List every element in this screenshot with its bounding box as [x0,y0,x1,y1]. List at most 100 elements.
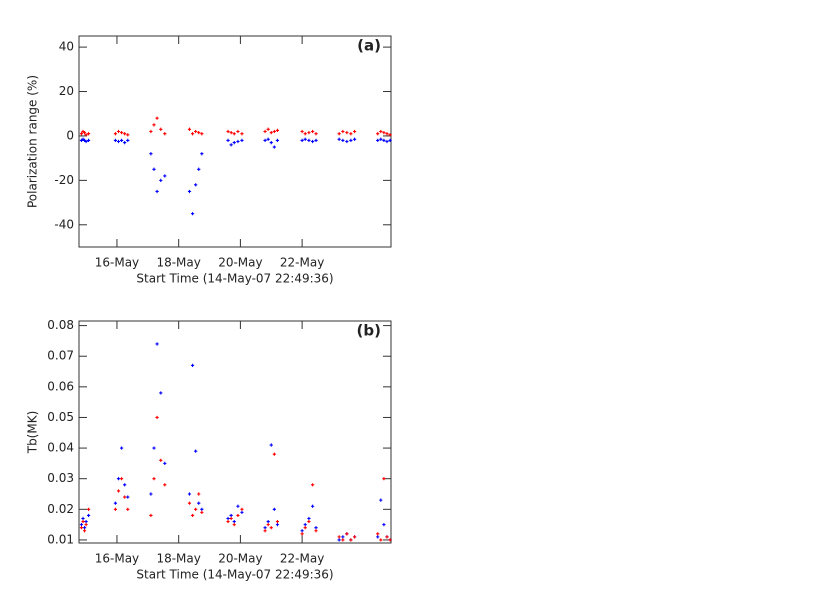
data-point [385,139,389,144]
data-point [300,529,304,533]
data-point [345,532,349,536]
data-point [263,129,267,134]
data-point [376,132,380,136]
data-point [337,538,341,542]
y-tick-label: 0.07 [47,349,74,363]
data-point [307,138,311,142]
data-point [232,519,236,524]
data-point [163,174,167,178]
data-point [113,501,118,505]
data-point [352,129,357,134]
data-point [311,129,315,134]
data-point [240,132,244,136]
data-point [200,507,204,511]
data-point [240,507,244,511]
data-point [155,116,159,120]
data-point [155,342,159,346]
data-point [86,507,91,511]
data-point [116,477,121,481]
y-tick-label: 0.05 [47,410,74,424]
y-tick-label: 0.03 [47,471,74,485]
x-tick-label: 16-May [95,256,139,270]
data-point [119,446,124,450]
data-point [341,129,345,134]
data-point [84,133,88,137]
data-point [236,139,240,144]
data-point [194,129,198,134]
data-point [269,443,273,447]
data-point [272,452,276,456]
data-point [81,519,85,524]
data-point [126,507,130,511]
data-point [269,131,273,135]
data-point [236,504,240,508]
data-point [382,138,386,142]
data-point [379,538,383,542]
data-point [86,513,91,518]
data-point [388,538,392,542]
data-point [341,138,345,142]
data-point [152,123,156,127]
data-point [266,523,270,527]
data-point [190,132,195,136]
data-point [382,523,386,527]
data-point [82,529,87,533]
data-point [123,141,127,145]
data-point [113,132,118,136]
y-tick-label: 0.08 [47,318,74,332]
data-point [314,529,318,533]
data-point [116,139,121,144]
data-point [84,523,88,527]
data-point [190,513,195,518]
data-point [79,132,84,136]
x-tick-label: 18-May [156,552,200,566]
data-point [232,141,236,145]
data-point [152,446,156,450]
data-point [187,501,192,505]
data-point [307,131,311,135]
data-point [236,513,240,518]
y-tick-label: 0.04 [47,441,74,455]
data-point [303,132,307,136]
data-point [200,510,204,514]
data-point [382,477,386,481]
data-point [82,131,87,135]
data-point [307,516,311,521]
x-axis-label: Start Time (14-May-07 22:49:36) [136,568,333,582]
data-point [200,152,204,156]
data-point [303,526,307,530]
data-point [314,138,318,142]
data-point [337,535,341,539]
y-tick-label: 0 [66,128,74,142]
data-point [123,132,127,136]
x-tick-label: 16-May [95,552,139,566]
data-point [300,532,304,536]
data-point [275,138,280,142]
panel-label: (a) [357,37,381,55]
data-point [379,498,383,502]
data-point [345,139,349,144]
y-axis-label: Tb(MK) [26,411,40,455]
data-point [385,132,389,136]
data-point [341,538,345,542]
data-point [311,139,315,144]
data-point [352,535,357,539]
x-tick-label: 22-May [280,552,324,566]
data-point [303,137,307,141]
data-point [349,538,353,542]
y-axis-label: Polarization range (%) [26,75,40,208]
data-point [337,137,341,141]
data-point [194,183,198,187]
data-point [149,492,153,496]
data-point [272,129,276,134]
data-point [149,152,153,156]
y-tick-label: 0.06 [47,379,74,393]
data-point [229,131,233,135]
data-point [263,526,267,530]
data-point [79,523,84,527]
data-point [155,415,159,420]
data-point [311,483,315,487]
data-point [275,523,280,527]
data-point [149,513,153,518]
